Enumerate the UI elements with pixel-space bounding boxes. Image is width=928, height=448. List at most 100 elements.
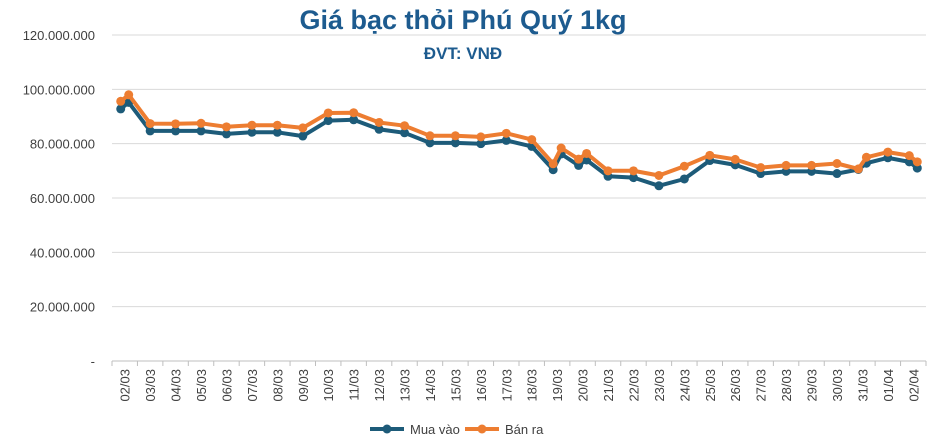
x-tick-label: 16/03 xyxy=(474,369,489,402)
data-point xyxy=(781,160,791,170)
data-point xyxy=(171,119,181,129)
x-tick-label: 13/03 xyxy=(398,369,413,402)
x-tick-label: 02/03 xyxy=(118,369,133,402)
data-point xyxy=(654,181,664,191)
data-point xyxy=(116,96,126,106)
x-tick-label: 22/03 xyxy=(626,369,641,402)
data-point xyxy=(574,154,584,164)
x-tick-label: 24/03 xyxy=(677,369,692,402)
data-point xyxy=(832,158,842,168)
data-point xyxy=(501,128,511,138)
series-lines xyxy=(116,90,922,191)
x-tick-label: 09/03 xyxy=(296,369,311,402)
x-tick-label: 06/03 xyxy=(219,369,234,402)
data-point xyxy=(349,108,359,118)
x-tick-label: 10/03 xyxy=(321,369,336,402)
x-tick-label: 08/03 xyxy=(270,369,285,402)
data-point xyxy=(272,127,282,137)
data-point xyxy=(527,135,537,145)
data-point xyxy=(349,115,359,125)
y-tick-label: 20.000.000 xyxy=(30,300,95,315)
data-point xyxy=(374,124,384,134)
data-point xyxy=(323,108,333,118)
series-line xyxy=(119,92,919,178)
data-point xyxy=(116,104,126,114)
legend-label: Bán ra xyxy=(505,422,544,437)
data-point xyxy=(450,138,460,148)
data-point xyxy=(730,154,740,164)
y-axis: - 20.000.000 40.000.000 60.000.000 80.000.00… xyxy=(23,28,95,369)
data-point xyxy=(400,121,410,131)
data-point xyxy=(628,166,638,176)
x-tick-label: 01/04 xyxy=(881,369,896,402)
x-tick-label: 18/03 xyxy=(525,369,540,402)
data-point xyxy=(124,90,134,100)
data-point xyxy=(556,143,566,153)
data-point xyxy=(247,120,257,130)
data-point xyxy=(374,117,384,127)
y-tick-label: 60.000.000 xyxy=(30,191,95,206)
data-point xyxy=(756,163,766,173)
x-tick-label: 02/04 xyxy=(906,369,921,402)
data-point xyxy=(832,169,842,179)
y-tick-label: - xyxy=(91,354,95,369)
data-point xyxy=(196,126,206,136)
x-tick-label: 29/03 xyxy=(805,369,820,402)
data-point xyxy=(145,119,155,129)
data-point xyxy=(400,128,410,138)
chart-title: Giá bạc thỏi Phú Quý 1kg xyxy=(299,5,626,35)
data-point xyxy=(883,147,893,157)
data-point xyxy=(298,123,308,133)
gridlines xyxy=(112,34,926,308)
data-point xyxy=(221,122,231,132)
data-point xyxy=(323,116,333,126)
x-tick-label: 17/03 xyxy=(499,369,514,402)
data-point xyxy=(853,164,863,174)
legend-label: Mua vào xyxy=(410,422,460,437)
data-point xyxy=(679,174,689,184)
data-point xyxy=(171,126,181,136)
data-point xyxy=(450,131,460,141)
data-point xyxy=(196,118,206,128)
x-tick-label: 07/03 xyxy=(245,369,260,402)
y-tick-label: 120.000.000 xyxy=(23,28,95,43)
x-tick-label: 30/03 xyxy=(830,369,845,402)
data-point xyxy=(548,159,558,169)
data-point xyxy=(221,129,231,139)
x-tick-label: 11/03 xyxy=(347,369,362,401)
data-point xyxy=(298,131,308,141)
chart-subtitle: ĐVT: VNĐ xyxy=(424,44,502,63)
series-ban-ra xyxy=(116,90,922,180)
data-point xyxy=(247,127,257,137)
data-point xyxy=(912,163,922,173)
data-point xyxy=(145,126,155,136)
data-point xyxy=(476,139,486,149)
data-point xyxy=(904,151,914,161)
x-tick-label: 12/03 xyxy=(372,369,387,402)
data-point xyxy=(574,160,584,170)
y-tick-label: 100.000.000 xyxy=(23,82,95,97)
data-point xyxy=(628,173,638,183)
x-tick-label: 19/03 xyxy=(550,369,565,402)
x-tick-label: 28/03 xyxy=(779,369,794,402)
legend-swatch-marker xyxy=(382,424,392,434)
x-tick-label: 03/03 xyxy=(143,369,158,402)
x-tick-label: 05/03 xyxy=(194,369,209,402)
data-point xyxy=(654,170,664,180)
legend: Mua vào Bán ra xyxy=(370,422,544,437)
data-point xyxy=(582,148,592,158)
x-tick-label: 14/03 xyxy=(423,369,438,402)
data-point xyxy=(476,132,486,142)
data-point xyxy=(912,157,922,167)
data-point xyxy=(705,150,715,160)
y-tick-label: 40.000.000 xyxy=(30,245,95,260)
data-point xyxy=(807,160,817,170)
x-tick-label: 26/03 xyxy=(728,369,743,402)
data-point xyxy=(425,131,435,141)
x-tick-label: 23/03 xyxy=(652,369,667,402)
x-axis: 02/03 03/03 04/03 05/03 06/03 07/03 08/03 09/03… xyxy=(111,360,927,402)
x-tick-label: 04/03 xyxy=(169,369,184,402)
data-point xyxy=(425,138,435,148)
